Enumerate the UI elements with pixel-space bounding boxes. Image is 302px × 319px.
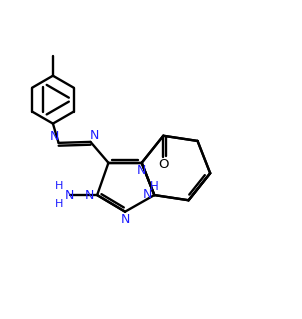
Text: N: N <box>90 129 99 142</box>
Text: H: H <box>150 180 159 193</box>
Text: N: N <box>120 212 130 226</box>
Text: N: N <box>85 189 95 202</box>
Text: O: O <box>158 158 169 171</box>
Text: N: N <box>50 130 59 143</box>
Text: N: N <box>65 189 74 202</box>
Text: H: H <box>55 181 63 191</box>
Text: N: N <box>137 164 146 177</box>
Text: H: H <box>55 199 63 209</box>
Text: N: N <box>142 188 152 201</box>
